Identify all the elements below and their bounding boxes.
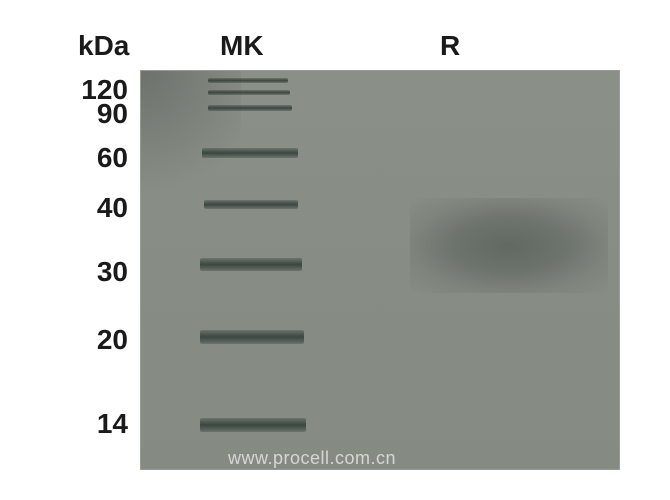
mw-label-90: 90: [68, 98, 128, 130]
gel-shading: [141, 71, 241, 251]
kda-unit-label: kDa: [78, 30, 129, 62]
mw-label-60: 60: [68, 142, 128, 174]
marker-band-2: [208, 90, 290, 95]
mw-label-30: 30: [68, 256, 128, 288]
mw-label-40: 40: [68, 192, 128, 224]
marker-lane-label: MK: [220, 30, 264, 62]
watermark-text: www.procell.com.cn: [228, 448, 396, 469]
marker-band-8: [200, 418, 306, 432]
mw-label-20: 20: [68, 324, 128, 356]
marker-band-1: [208, 78, 288, 83]
marker-band-6: [200, 258, 302, 271]
marker-band-4: [202, 148, 298, 158]
mw-label-14: 14: [68, 408, 128, 440]
marker-band-5: [204, 200, 298, 209]
sample-lane-label: R: [440, 30, 460, 62]
gel-image-container: kDa MK R 120 90 60 40 30 20 14 www.proce…: [0, 0, 670, 500]
marker-band-3: [208, 105, 292, 111]
sample-smear: [410, 198, 608, 293]
marker-band-7: [200, 330, 304, 344]
